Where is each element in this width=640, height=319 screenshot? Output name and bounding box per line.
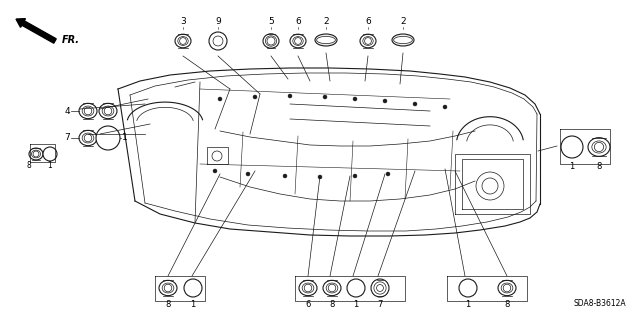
Text: 1: 1: [190, 300, 196, 309]
Text: 6: 6: [305, 300, 310, 309]
Text: 8: 8: [330, 300, 335, 309]
Text: 6: 6: [365, 17, 371, 26]
Text: SDA8-B3612A: SDA8-B3612A: [573, 299, 627, 308]
Circle shape: [283, 174, 287, 178]
Circle shape: [288, 94, 292, 98]
Circle shape: [353, 174, 357, 178]
Text: 8: 8: [504, 300, 509, 309]
Circle shape: [184, 279, 202, 297]
Text: 1: 1: [122, 133, 128, 143]
Circle shape: [246, 172, 250, 176]
Circle shape: [459, 279, 477, 297]
Circle shape: [209, 32, 227, 50]
Text: 4: 4: [65, 107, 70, 115]
Text: 7: 7: [378, 300, 383, 309]
FancyArrow shape: [16, 19, 56, 43]
Ellipse shape: [315, 34, 337, 46]
Circle shape: [376, 285, 383, 292]
Text: 7: 7: [64, 133, 70, 143]
Circle shape: [347, 279, 365, 297]
Text: 1: 1: [570, 162, 575, 171]
Circle shape: [43, 147, 57, 161]
Text: 2: 2: [400, 17, 406, 26]
Text: 1: 1: [353, 300, 358, 309]
Circle shape: [96, 126, 120, 150]
Text: 8: 8: [165, 300, 171, 309]
Ellipse shape: [317, 36, 335, 44]
Circle shape: [318, 175, 322, 179]
Circle shape: [218, 97, 222, 101]
Circle shape: [413, 102, 417, 106]
Text: 3: 3: [180, 17, 186, 26]
Text: 1: 1: [47, 161, 52, 170]
Ellipse shape: [392, 34, 414, 46]
Text: 5: 5: [268, 17, 274, 26]
Circle shape: [386, 172, 390, 176]
Ellipse shape: [394, 36, 412, 44]
Text: 8: 8: [596, 162, 602, 171]
Text: 6: 6: [295, 17, 301, 26]
Circle shape: [383, 99, 387, 103]
Text: 8: 8: [27, 161, 31, 170]
Circle shape: [323, 95, 327, 99]
Circle shape: [561, 136, 583, 158]
Circle shape: [213, 169, 217, 173]
Circle shape: [353, 97, 357, 101]
Text: 9: 9: [215, 17, 221, 26]
Text: FR.: FR.: [62, 35, 80, 45]
Circle shape: [253, 95, 257, 99]
Text: 1: 1: [465, 300, 470, 309]
Circle shape: [443, 105, 447, 109]
Text: 2: 2: [323, 17, 329, 26]
